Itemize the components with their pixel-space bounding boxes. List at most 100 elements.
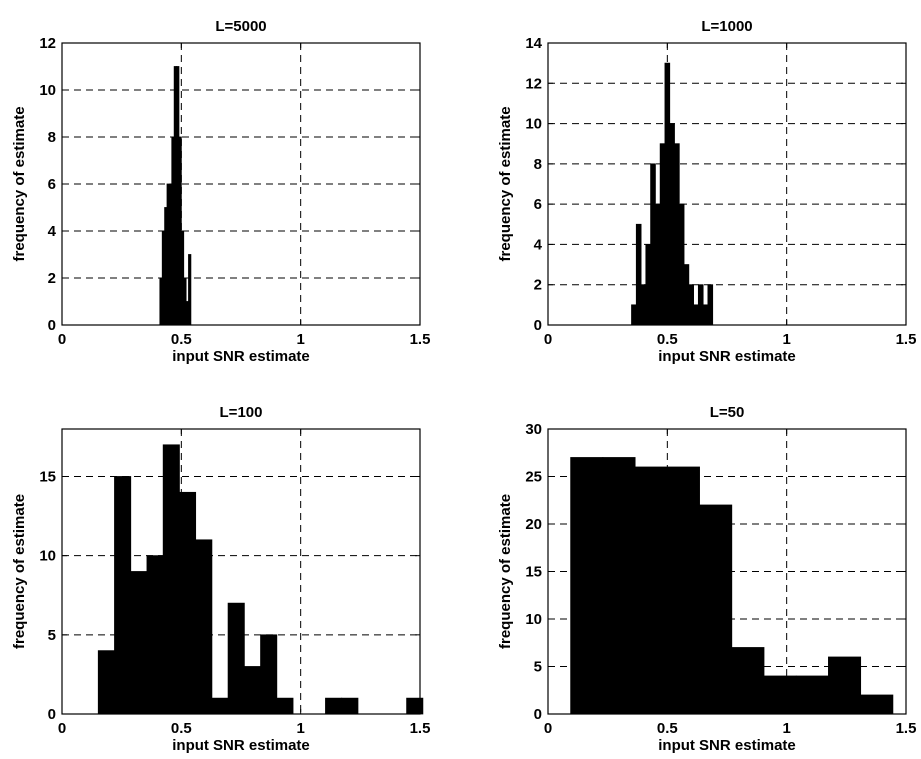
x-tick-label: 1: [296, 720, 304, 737]
y-tick-label: 25: [525, 469, 542, 486]
y-tick-label: 0: [48, 706, 56, 723]
histogram-bar: [688, 284, 694, 326]
y-tick-label: 2: [48, 270, 56, 287]
chart-panel-4: 0 0.5 1 1.5 0 5 10 15 20 25 30 L=50 input SNR estima…: [497, 404, 916, 754]
histogram-bar: [243, 666, 261, 715]
y-tick-label: 12: [39, 35, 56, 52]
x-tick-label: 0: [58, 331, 66, 348]
histogram-bar: [697, 284, 704, 326]
y-tick-label: 6: [48, 176, 56, 193]
y-tick-label: 10: [525, 611, 542, 628]
histogram-bar: [655, 203, 661, 326]
histogram-bar: [631, 304, 637, 326]
chart-title: L=100: [220, 404, 263, 421]
histogram-bar: [659, 143, 666, 326]
histogram-bar: [707, 284, 714, 326]
chart-panel-1: 0 0.5 1 1.5 0 2 4 6 8 10 12 L=5000 input SNR estimat…: [11, 18, 430, 365]
histogram-bar: [325, 697, 343, 715]
x-tick-label: 1.5: [896, 331, 917, 348]
y-tick-label: 10: [39, 82, 56, 99]
histogram-bar: [828, 656, 862, 715]
histogram-bar: [146, 555, 164, 715]
y-tick-label: 8: [48, 129, 56, 146]
y-tick-label: 20: [525, 516, 542, 533]
histogram-bar: [634, 466, 668, 715]
y-tick-label: 5: [48, 627, 56, 644]
histogram-bar: [130, 571, 148, 715]
histogram-bar: [763, 675, 797, 715]
y-tick-label: 2: [534, 277, 542, 294]
histogram-bar: [664, 62, 671, 326]
x-tick-label: 0.5: [657, 331, 678, 348]
histogram-bar: [602, 457, 636, 715]
y-tick-label: 10: [39, 548, 56, 565]
histogram-bar: [669, 123, 675, 326]
y-tick-label: 10: [525, 116, 542, 133]
y-tick-label: 4: [48, 223, 57, 240]
histogram-bar: [195, 539, 213, 715]
histogram-bar: [640, 284, 647, 326]
x-tick-label: 0: [544, 331, 552, 348]
histogram-bar: [795, 675, 829, 715]
histogram-bar: [162, 444, 180, 715]
histogram-bar: [645, 244, 652, 326]
x-tick-label: 0: [544, 720, 552, 737]
y-tick-label: 15: [39, 469, 56, 486]
x-tick-label: 0.5: [171, 720, 192, 737]
axes-frame: [547, 42, 907, 326]
y-axis-label: frequency of estimate: [11, 494, 28, 649]
x-tick-label: 1.5: [410, 331, 431, 348]
histogram-bar: [188, 254, 192, 326]
x-tick-label: 0.5: [657, 720, 678, 737]
chart-panel-3: 0 0.5 1 1.5 0 5 10 15 L=100 input SNR estimate fre…: [11, 404, 430, 754]
y-tick-label: 4: [534, 236, 543, 253]
y-tick-label: 0: [48, 317, 56, 334]
chart-panel-2: 0 0.5 1 1.5 0 2 4 6 8 10 12 14 L=1000 input SNR estim…: [497, 18, 916, 365]
y-tick-label: 8: [534, 156, 542, 173]
y-tick-label: 12: [525, 75, 542, 92]
histogram-bar: [860, 694, 894, 715]
histogram-bar: [635, 223, 642, 326]
x-tick-label: 1: [782, 331, 790, 348]
x-tick-label: 1.5: [410, 720, 431, 737]
x-tick-label: 1: [296, 331, 304, 348]
histogram-bar: [260, 634, 278, 715]
histogram-bar: [227, 602, 245, 715]
histogram-bar: [702, 304, 709, 326]
y-tick-label: 30: [525, 421, 542, 438]
y-tick-label: 0: [534, 706, 542, 723]
x-axis-label: input SNR estimate: [172, 348, 310, 365]
histogram-bar: [276, 697, 294, 715]
histogram-bar: [693, 304, 699, 326]
x-axis-label: input SNR estimate: [172, 737, 310, 754]
histogram-bar: [678, 203, 685, 326]
y-axis-label: frequency of estimate: [11, 106, 28, 261]
y-tick-label: 5: [534, 659, 542, 676]
histogram-bar: [674, 143, 680, 326]
chart-title: L=5000: [215, 18, 266, 35]
histogram-bar: [341, 697, 359, 715]
histogram-bar: [179, 491, 197, 715]
histogram-bar: [699, 504, 733, 715]
y-axis-label: frequency of estimate: [497, 106, 514, 261]
y-tick-label: 0: [534, 317, 542, 334]
y-tick-label: 15: [525, 564, 542, 581]
histogram-bar: [666, 466, 700, 715]
histogram-bar: [650, 163, 656, 326]
x-axis-label: input SNR estimate: [658, 348, 796, 365]
x-tick-label: 1.5: [896, 720, 917, 737]
histogram-bar: [570, 457, 604, 715]
histogram-bar: [731, 647, 765, 715]
axes-frame: [61, 428, 421, 715]
x-axis-label: input SNR estimate: [658, 737, 796, 754]
histogram-bar: [114, 476, 132, 715]
y-tick-label: 14: [525, 35, 542, 52]
histogram-bar: [97, 650, 115, 715]
x-tick-label: 0: [58, 720, 66, 737]
y-axis-label: frequency of estimate: [497, 494, 514, 649]
chart-title: L=1000: [701, 18, 752, 35]
x-tick-label: 0.5: [171, 331, 192, 348]
histogram-bar: [211, 697, 229, 715]
chart-title: L=50: [710, 404, 745, 421]
